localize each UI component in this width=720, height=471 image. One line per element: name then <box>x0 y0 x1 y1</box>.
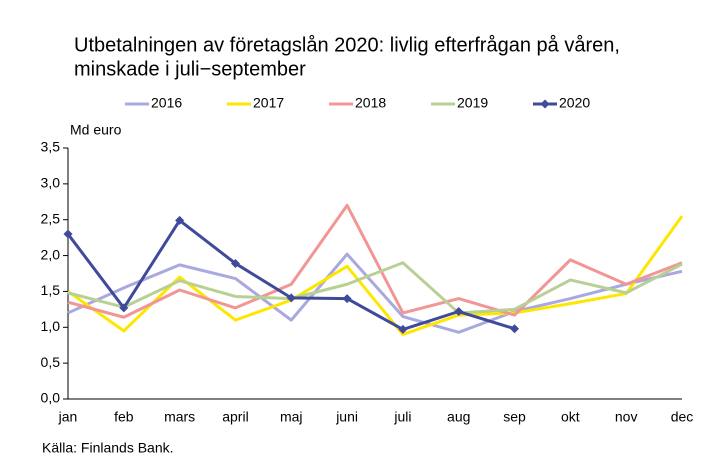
y-tick-label: 2,5 <box>41 210 61 226</box>
y-axis-label: Md euro <box>70 122 122 138</box>
point <box>175 215 185 225</box>
legend-marker <box>540 99 550 109</box>
point <box>63 229 73 239</box>
point <box>398 324 408 334</box>
point <box>510 324 520 334</box>
chart-title: minskade i juli−september <box>74 58 306 80</box>
y-tick-label: 3,0 <box>41 175 61 191</box>
x-tick-label: aug <box>447 409 470 425</box>
legend-label: 2017 <box>253 95 284 111</box>
x-tick-label: nov <box>615 409 638 425</box>
line-series <box>67 252 683 334</box>
y-tick-label: 0,5 <box>41 354 61 370</box>
x-tick-label: sep <box>503 409 526 425</box>
x-tick-label: jan <box>58 409 78 425</box>
y-tick-label: 2,0 <box>41 246 61 262</box>
y-tick-label: 1,0 <box>41 318 61 334</box>
line-series <box>67 215 684 336</box>
x-tick-label: dec <box>671 409 694 425</box>
line-series <box>67 203 683 319</box>
y-tick-label: 0,0 <box>41 390 61 406</box>
legend-label: 2020 <box>559 95 590 111</box>
x-tick-label: okt <box>561 409 580 425</box>
x-tick-label: april <box>222 409 248 425</box>
source: Källa: Finlands Bank. <box>42 440 174 456</box>
x-tick-label: juni <box>335 409 358 425</box>
x-tick-label: juli <box>393 409 411 425</box>
line-series <box>67 261 683 315</box>
legend-label: 2018 <box>355 95 386 111</box>
point <box>454 307 464 317</box>
y-tick-label: 1,5 <box>41 282 61 298</box>
legend-label: 2019 <box>457 95 488 111</box>
legend-label: 2016 <box>151 95 182 111</box>
point <box>119 303 129 313</box>
chart-title: Utbetalningen av företagslån 2020: livli… <box>74 34 620 56</box>
x-tick-label: feb <box>114 409 134 425</box>
x-tick-label: mars <box>164 409 195 425</box>
x-tick-label: maj <box>280 409 303 425</box>
point <box>230 258 240 268</box>
point <box>286 293 296 303</box>
point <box>342 294 352 304</box>
y-tick-label: 3,5 <box>41 139 61 155</box>
